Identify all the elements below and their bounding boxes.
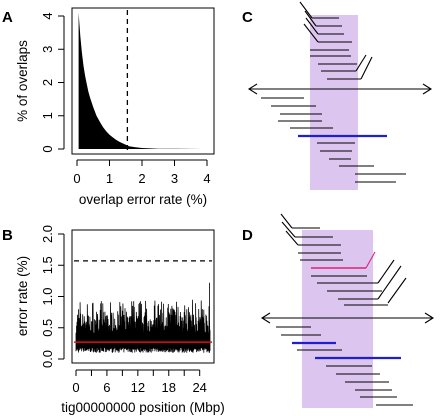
panel-b-y-tick-label: 1.0 [40,287,55,305]
panel-c-read-end [360,56,373,80]
panel-b-y-label: error rate (%) [15,256,30,336]
panel-b-plot-frame [71,229,215,364]
panel-a-y-label: % of overlaps [15,40,30,122]
panel-a-y-tick-label: 2 [40,79,55,86]
panel-a-plot-frame [71,7,215,155]
panel-d-read-end [280,213,293,229]
panel-b-error-series [75,282,211,353]
panel-a-histogram-area [78,12,203,150]
panel-d-read-end [281,221,296,238]
panel-c-read-end [299,1,313,19]
panel-c-read-end [305,17,319,35]
panel-d-read-end [387,277,407,304]
panel-d-arrow-head-left [260,312,271,324]
panel-letter-a: A [2,9,13,26]
panel-c-read-end [303,23,319,43]
panel-a-histogram: 0 1 2 3 4 0 1 2 3 4 overlap error rate (%) % of … [15,7,215,207]
panel-a-y-tick-label: 0 [40,145,55,152]
panel-c-highlight-region [310,15,358,190]
panel-d-read-pileup [260,213,435,408]
panel-c-arrow-head-left [247,83,258,95]
panel-b-y-tick-label: 1.5 [40,256,55,274]
panel-b-y-tick-label: 0.5 [40,319,55,337]
panel-b-x-tick-label: 0 [72,380,79,395]
panel-d-read-end [377,265,402,300]
panel-c-read-pileup [247,1,433,190]
panel-a-x-tick-label: 2 [138,171,145,186]
panel-d-arrow-head-right [424,312,435,324]
panel-b-x-label: tig00000000 position (Mbp) [61,400,225,415]
panel-a-x-tick-label: 0 [73,171,80,186]
panel-b-x-tick-label: 12 [131,380,145,395]
panel-letter-b: B [2,227,13,244]
panel-b-y-tick-label: 0.0 [40,350,55,368]
panel-a-x-label: overlap error rate (%) [79,192,207,207]
panel-a-x-tick-label: 4 [203,171,210,186]
panel-c-arrow-head-right [422,83,433,95]
panel-d-read-end [377,259,395,284]
panel-a-y-tick-label: 1 [40,112,55,119]
panel-a-y-tick-label: 4 [40,12,55,19]
panel-d-read-end-pink [365,251,376,269]
panel-d-highlight-region [302,230,373,408]
panel-a-y-tick-label: 3 [40,46,55,53]
panel-b-y-axis: 0.0 0.5 1.0 1.5 2.0 [40,225,65,368]
panel-b-y-tick-label: 2.0 [40,225,55,243]
panel-b-x-tick-label: 6 [103,380,110,395]
panel-d-read-end [285,230,299,246]
panel-b-x-tick-label: 24 [192,380,206,395]
panel-a-x-axis: 0 1 2 3 4 [73,159,211,186]
panel-a-x-tick-label: 1 [106,171,113,186]
panel-letter-d: D [242,227,253,244]
panel-c-read-end [304,10,317,27]
panel-a-x-tick-label: 3 [171,171,178,186]
panel-b-x-axis: 0 6 12 18 24 [72,369,207,395]
panel-a-y-axis: 0 1 2 3 4 [40,12,65,153]
panel-b-x-tick-label: 18 [162,380,176,395]
panel-b-error-trace: 0 6 12 18 24 0.0 0.5 1.0 1.5 2.0 tig00000000 pos… [15,225,225,415]
panel-c-read-end [355,54,367,72]
panel-letter-c: C [242,9,253,26]
